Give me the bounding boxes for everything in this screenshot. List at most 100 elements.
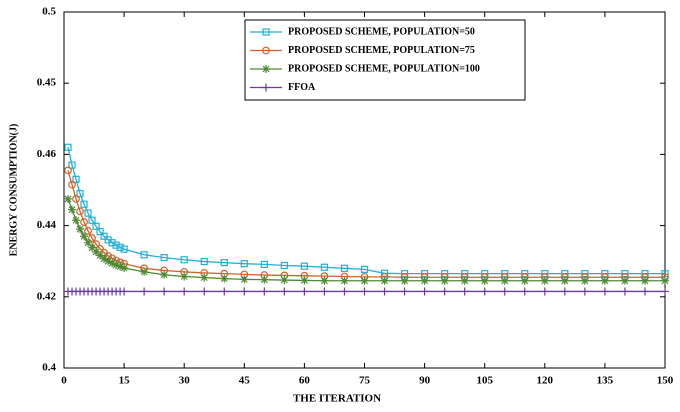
marker: [64, 143, 72, 151]
marker: [140, 267, 149, 276]
marker: [620, 287, 629, 296]
marker: [260, 287, 269, 296]
marker: [420, 287, 429, 296]
marker: [76, 189, 84, 198]
marker: [72, 175, 80, 183]
marker: [200, 257, 208, 266]
marker: [280, 276, 289, 285]
marker: [116, 243, 124, 251]
marker: [380, 287, 389, 296]
marker: [340, 264, 349, 272]
marker: [80, 232, 89, 241]
series-line: [67, 198, 665, 282]
x-tick-label: 105: [476, 375, 493, 387]
marker: [88, 216, 96, 224]
marker: [340, 287, 349, 296]
legend-box: [244, 19, 526, 101]
marker: [120, 287, 129, 296]
legend-marker: [262, 28, 270, 36]
legend-label: PROPOSED SCHEME, POPULATION=100: [288, 63, 480, 74]
marker: [520, 276, 529, 285]
marker: [160, 287, 169, 296]
marker: [480, 276, 489, 285]
marker: [600, 287, 609, 296]
legend-label: PROPOSED SCHEME, POPULATION=50: [288, 26, 475, 37]
marker: [92, 240, 100, 249]
marker: [420, 276, 429, 285]
marker: [300, 287, 309, 296]
legend-marker: [262, 46, 270, 55]
marker: [300, 276, 309, 285]
marker: [240, 287, 249, 296]
marker: [92, 247, 101, 256]
marker: [76, 207, 84, 216]
marker: [280, 261, 288, 270]
marker: [120, 263, 129, 272]
y-tick-label: 0.5: [42, 6, 56, 18]
marker: [180, 287, 189, 296]
x-tick-label: 120: [537, 375, 554, 387]
legend: PROPOSED SCHEME, POPULATION=50 PROPOSED S…: [244, 19, 526, 101]
marker: [380, 276, 389, 285]
marker: [340, 276, 349, 285]
x-tick-label: 30: [179, 375, 191, 387]
marker: [480, 287, 489, 296]
marker: [540, 287, 549, 296]
marker: [540, 276, 549, 285]
marker: [84, 209, 92, 217]
marker: [84, 238, 93, 247]
marker: [400, 276, 409, 285]
x-tick-label: 135: [597, 375, 614, 387]
legend-marker: [262, 83, 270, 92]
marker: [360, 265, 369, 273]
series: [64, 166, 669, 282]
marker: [460, 276, 469, 285]
marker: [220, 259, 228, 267]
y-tick-label: 0.46: [37, 148, 57, 160]
marker: [220, 274, 229, 283]
y-tick-label: 0.42: [37, 290, 57, 302]
marker: [72, 194, 80, 203]
marker: [100, 254, 109, 263]
y-tick-label: 0.45: [37, 77, 57, 89]
marker: [96, 228, 104, 236]
marker: [240, 275, 249, 284]
marker: [500, 287, 509, 296]
marker: [600, 276, 609, 285]
marker: [220, 287, 229, 296]
marker: [440, 276, 449, 285]
marker: [400, 287, 409, 296]
marker: [280, 287, 289, 296]
marker: [260, 260, 268, 269]
x-tick-label: 15: [119, 375, 131, 387]
legend-label: PROPOSED SCHEME, POPULATION=75: [288, 45, 475, 56]
legend-marker: [262, 65, 270, 73]
marker: [620, 276, 629, 285]
marker: [520, 287, 529, 296]
x-axis-label: THE ITERATION: [293, 393, 381, 405]
x-tick-label: 150: [657, 375, 674, 387]
series-line: [67, 147, 665, 275]
marker: [360, 287, 369, 296]
x-tick-label: 0: [61, 375, 67, 387]
marker: [84, 227, 92, 235]
marker: [200, 273, 209, 282]
legend-label: FFOA: [288, 82, 316, 93]
marker: [104, 257, 113, 266]
marker: [661, 276, 669, 285]
marker: [640, 287, 649, 296]
marker: [88, 234, 96, 242]
y-tick-label: 0.44: [37, 219, 57, 231]
marker: [68, 180, 76, 189]
series-line: [67, 170, 665, 278]
marker: [72, 216, 81, 225]
marker: [661, 287, 669, 296]
marker: [116, 262, 125, 271]
marker: [64, 166, 72, 175]
marker: [88, 243, 97, 252]
marker: [240, 260, 248, 268]
marker: [80, 200, 88, 208]
x-tick-label: 45: [239, 375, 251, 387]
marker: [140, 287, 149, 296]
